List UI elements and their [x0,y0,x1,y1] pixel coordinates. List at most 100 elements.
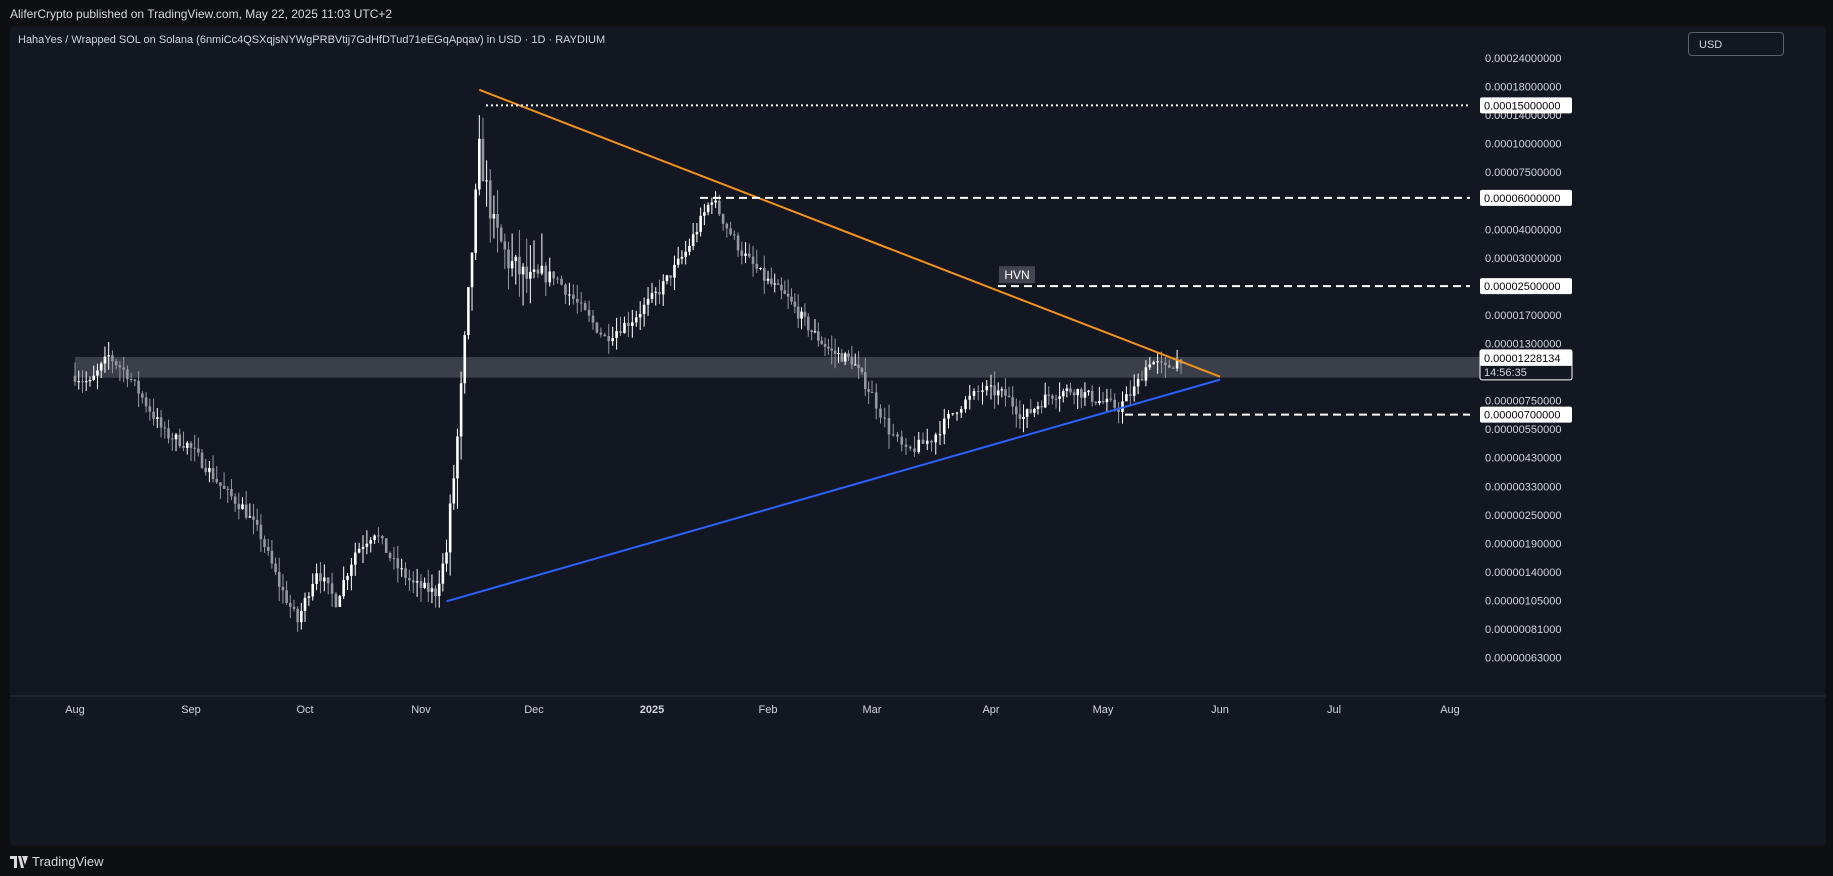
candle-body [744,253,747,256]
candle-body [1029,409,1033,413]
candle-body [1004,389,1007,396]
candle-body [833,350,837,354]
candle-body [860,367,864,373]
candle-body [806,316,810,331]
candle-body [917,439,921,452]
candle-body [820,340,823,344]
candle-body [843,353,847,362]
candle-body [830,348,834,351]
symbol-info: HahaYes / Wrapped SOL on Solana (6nmiCc4… [18,34,606,46]
publisher-bar: AliferCrypto published on TradingView.co… [0,0,1833,26]
candle-body [244,504,248,518]
candle-body [133,379,137,381]
candle-body [525,266,529,279]
candle-body [587,309,591,316]
candle-body [1011,397,1014,407]
candle-body [463,335,467,384]
candle-body [470,252,474,288]
candle-body [189,443,193,448]
candle-body [934,434,938,443]
candle-body [790,296,793,302]
candle-body [408,577,411,581]
candle-body [148,406,152,412]
candle-body [793,301,797,307]
y-tick-label: 0.00000081000 [1485,624,1561,636]
candle-body [122,367,125,370]
candle-body [770,278,773,284]
candle-body [96,370,99,376]
candle-body [595,322,599,333]
candle-body [81,381,84,383]
candle-body [84,381,88,383]
candle-body [178,434,182,447]
candle-body [277,572,281,587]
candle-body [591,315,595,323]
y-tick-label: 0.00024000000 [1485,53,1561,65]
candle-body [350,564,353,576]
x-tick-label: Dec [524,704,544,716]
candle-body [699,215,702,232]
candle-body [1101,401,1105,403]
price-axis [1470,26,1826,846]
candle-body [222,485,226,489]
support-resistance-zone [75,356,1491,378]
countdown-label: 14:56:35 [1484,367,1527,379]
candle-body [634,317,638,323]
candle-body [1036,406,1040,409]
candle-body [955,412,959,414]
price-chart[interactable]: 0.000240000000.000180000000.000140000000… [10,26,1826,846]
candle-body [211,468,215,480]
candle-body [827,346,830,349]
candle-body [452,478,456,504]
candle-body [326,577,330,584]
candle-body [381,536,384,539]
current-price-label: 0.00001228134 [1484,353,1560,365]
candle-body [319,573,322,582]
candle-body [270,550,274,564]
candle-body [623,322,626,334]
currency-button[interactable]: USD [1688,32,1784,56]
candle-body [434,588,437,597]
y-tick-label: 0.00000430000 [1485,453,1561,465]
candle-body [163,427,167,429]
candle-body [540,265,544,274]
candle-body [1040,406,1043,408]
candle-body [353,552,357,565]
candle-body [896,434,899,437]
candle-body [661,281,665,295]
candle-body [1156,361,1159,363]
candle-body [144,397,148,407]
candle-body [857,364,860,368]
candle-body [1058,396,1061,399]
candle-body [323,577,326,582]
x-tick-label: May [1093,704,1114,716]
chart-panel[interactable]: 0.00024000000 0.00018000000 0.00014000000 0… [10,26,1826,846]
candle-body [913,448,916,452]
candle-body [921,439,925,444]
candle-body [1117,407,1120,412]
x-tick-label: Oct [296,704,313,716]
candle-body [646,298,650,305]
candle-body [338,596,342,607]
candle-body [107,355,110,357]
candle-body [964,399,967,410]
y-tick-label: 0.00000250000 [1485,510,1561,522]
candle-body [303,597,307,611]
candle-body [981,390,984,392]
y-tick-label: 0.00000330000 [1485,481,1561,493]
candle-body [400,568,403,570]
candle-body [560,278,563,285]
candle-body [274,563,277,573]
candle-body [930,440,933,443]
candle-body [1018,414,1022,419]
candle-body [733,234,736,236]
price-level-tag [1480,97,1572,114]
candle-body [259,524,263,540]
y-tick-label: 0.00001700000 [1485,310,1561,322]
candle-body [529,271,532,279]
candle-body [1090,390,1094,402]
candle-body [219,482,222,486]
candle-body [1007,395,1011,398]
candle-body [863,372,867,390]
candle-body [404,568,407,578]
